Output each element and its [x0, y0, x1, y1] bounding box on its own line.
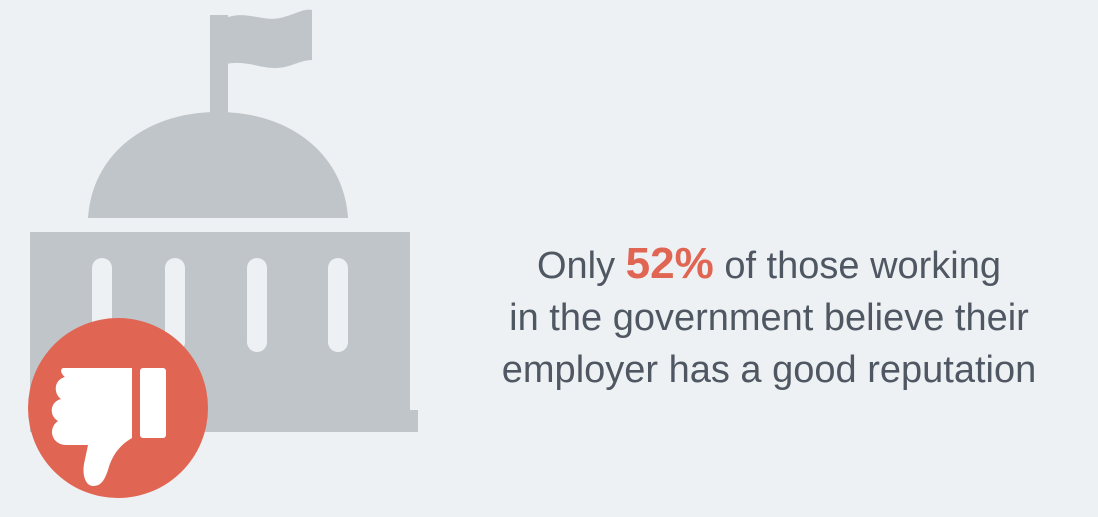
dome [88, 112, 348, 218]
stat-value: 52% [625, 239, 714, 288]
flag-icon [226, 9, 312, 68]
statement-prefix: Only [536, 245, 616, 287]
flag-pole [210, 15, 228, 125]
statement-line-1-suffix: of those working [724, 245, 1002, 287]
government-building-icon [28, 9, 418, 498]
statement-line-3: employer has a good reputation [501, 349, 1037, 391]
statement-line-1: Only 52% of those working [440, 238, 1098, 292]
thumbs-down-icon [28, 318, 208, 498]
statistic-statement: Only 52% of those working in the governm… [440, 238, 1098, 396]
roof-band [30, 232, 410, 254]
statement-line-2: in the government believe their [509, 297, 1029, 339]
